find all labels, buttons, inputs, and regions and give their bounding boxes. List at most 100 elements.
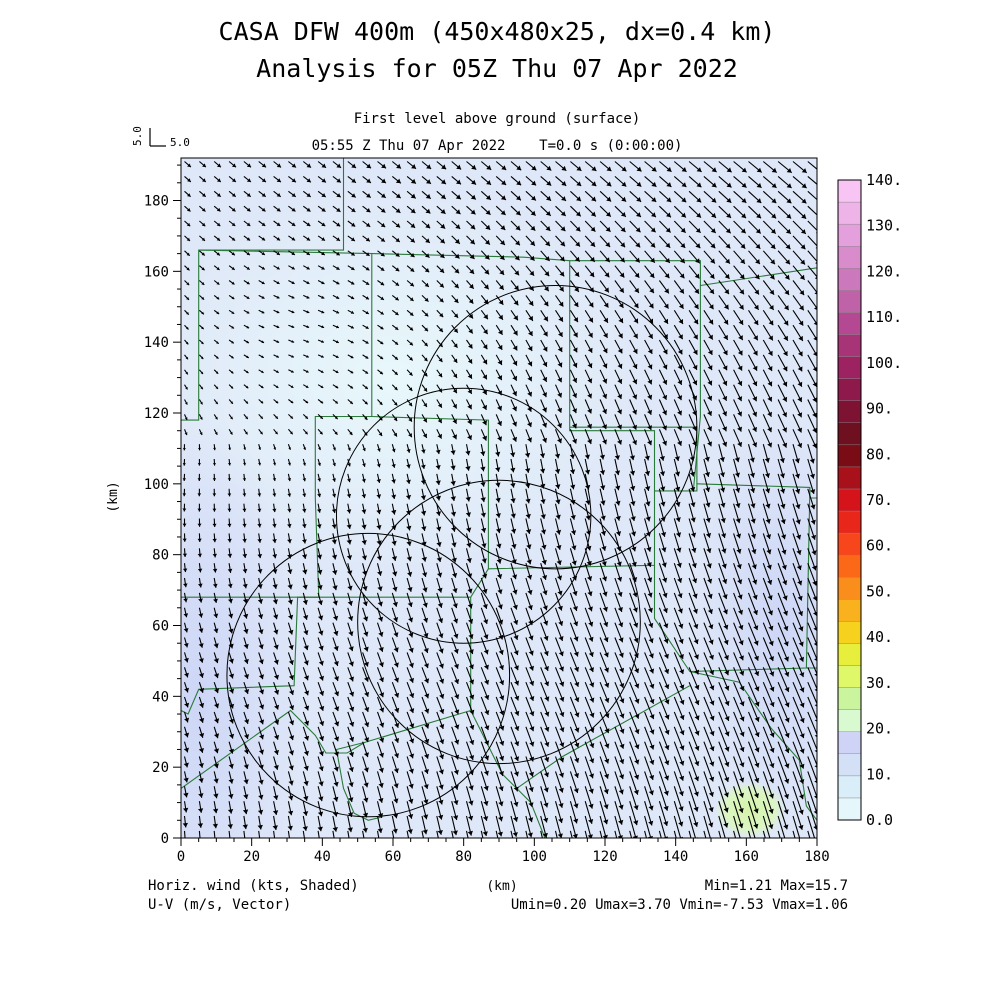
wind-vector-head [630, 531, 637, 537]
wind-vector-head [273, 659, 279, 665]
wind-vector-head [229, 733, 235, 739]
wind-vector-head [570, 530, 577, 535]
wind-vector-head [257, 493, 262, 497]
wind-vector [495, 280, 505, 291]
wind-vector [272, 815, 278, 831]
wind-vector [540, 726, 550, 747]
wind-vector-head [438, 814, 444, 820]
wind-vector [213, 280, 220, 286]
wind-vector [555, 250, 566, 262]
wind-vector [257, 577, 263, 589]
wind-vector-head [212, 553, 217, 558]
wind-vector-head [347, 570, 353, 576]
wind-vector [540, 399, 547, 413]
wind-vector [405, 488, 412, 500]
wind-vector [569, 339, 578, 353]
wind-vector [184, 250, 191, 257]
wind-vector [421, 220, 431, 229]
wind-vector [272, 577, 278, 590]
wind-vector-head [454, 754, 460, 760]
wind-vector-head [589, 743, 595, 748]
wind-vector-head [632, 592, 638, 598]
wind-vector [599, 384, 608, 399]
wind-vector [644, 175, 657, 188]
wind-vector-head [332, 811, 339, 817]
wind-vector [436, 295, 444, 303]
wind-vector [391, 161, 402, 169]
wind-vector-head [380, 222, 386, 228]
wind-vector-head [544, 666, 549, 671]
wind-vector [599, 622, 609, 643]
wind-vector [525, 458, 531, 473]
wind-vector [599, 369, 608, 384]
wind-vector [570, 220, 581, 232]
wind-vector-head [212, 478, 217, 481]
wind-vector-head [585, 530, 592, 536]
wind-vector-head [335, 385, 339, 389]
wind-vector-head [604, 667, 609, 673]
wind-vector [688, 488, 696, 508]
wind-vector [688, 458, 695, 477]
wind-vector [421, 175, 432, 185]
wind-vector-head [601, 561, 607, 566]
wind-vector-head [468, 800, 474, 806]
wind-vector-head [276, 163, 281, 168]
wind-vector [421, 696, 430, 714]
wind-vector-head [678, 821, 684, 827]
wind-vector [287, 637, 294, 650]
wind-vector-head [276, 295, 280, 299]
wind-vector [391, 711, 400, 728]
wind-vector [332, 711, 340, 727]
wind-vector [629, 622, 639, 643]
wind-vector-head [453, 343, 458, 348]
wind-vector-head [318, 630, 324, 636]
wind-vector [287, 473, 292, 482]
wind-vector-head [497, 420, 502, 426]
wind-vector [451, 220, 461, 230]
wind-vector [243, 324, 250, 329]
wind-vector [658, 250, 671, 264]
wind-vector-head [182, 523, 187, 527]
wind-vector [273, 652, 279, 665]
wind-vector [584, 741, 595, 764]
wind-vector-head [465, 512, 471, 517]
wind-vector [614, 190, 627, 203]
wind-vector-head [681, 212, 686, 218]
wind-vector [376, 682, 385, 698]
wind-vector [644, 577, 653, 598]
wind-vector [703, 518, 712, 538]
wind-vector-head [182, 478, 186, 481]
wind-vector-head [276, 193, 281, 197]
wind-vector [540, 696, 550, 717]
wind-vector [555, 175, 567, 187]
wind-vector [273, 711, 280, 725]
wind-vector [198, 726, 205, 738]
wind-vector [480, 711, 490, 731]
wind-vector [317, 577, 323, 590]
wind-vector-head [675, 501, 681, 507]
wind-vector [258, 220, 266, 227]
wind-vector-head [258, 629, 264, 634]
wind-vector [228, 444, 232, 451]
wind-vector-head [291, 207, 296, 212]
wind-vector-head [513, 771, 519, 777]
wind-vector [183, 637, 189, 648]
wind-vector-head [484, 710, 490, 715]
wind-vector [347, 592, 353, 606]
wind-vector [629, 429, 637, 446]
wind-vector [554, 681, 565, 702]
wind-vector-head [603, 332, 608, 338]
wind-vector-head [215, 356, 219, 359]
wind-vector [629, 250, 641, 263]
wind-vector [525, 741, 535, 762]
wind-vector [688, 295, 699, 310]
wind-vector-head [633, 333, 638, 339]
wind-vector [227, 815, 233, 829]
wind-vector [243, 161, 252, 168]
wind-vector [347, 161, 357, 169]
wind-vector-head [257, 599, 263, 604]
wind-vector [198, 429, 203, 436]
wind-vector [644, 622, 654, 644]
wind-vector [377, 175, 387, 184]
wind-vector-head [291, 266, 295, 270]
